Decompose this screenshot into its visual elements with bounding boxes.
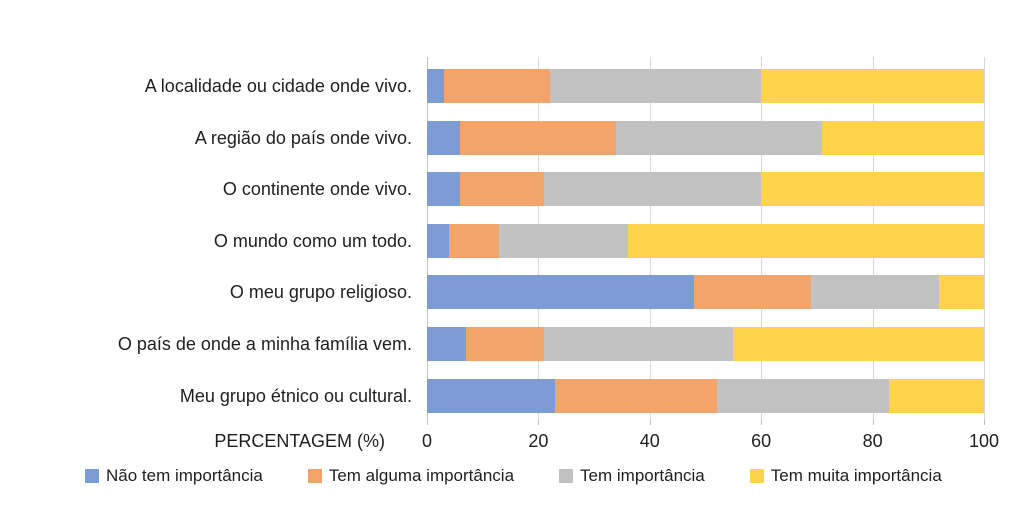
bar-segment [443, 69, 550, 103]
x-tick-label: 80 [862, 431, 883, 451]
bar-segment [761, 69, 984, 103]
bar-segment [555, 378, 717, 413]
category-label: A localidade ou cidade onde vivo. [144, 76, 412, 96]
x-tick-label: 0 [421, 431, 432, 451]
category-label: O mundo como um todo. [213, 230, 412, 251]
bar-row [427, 275, 984, 310]
bar-segment [822, 120, 984, 155]
bar-segment [427, 275, 695, 310]
legend-swatch-icon [559, 469, 574, 483]
bar-segment [427, 172, 461, 207]
legend-swatch-icon [307, 469, 322, 483]
bar-row [427, 172, 984, 207]
legend-label: Tem alguma importância [328, 466, 515, 485]
plot-area [427, 57, 985, 425]
axis-tick-mark [984, 420, 985, 425]
x-tick-label: 20 [528, 431, 549, 451]
bar-segment [549, 69, 762, 103]
bar-segment [427, 69, 444, 103]
category-label: O meu grupo religioso. [229, 282, 412, 303]
bar-segment [427, 327, 466, 361]
bar-segment [811, 275, 940, 310]
legend-swatch-icon [85, 469, 99, 483]
bar-segment [499, 223, 628, 258]
bar-segment [543, 172, 762, 207]
axis-tick-mark [761, 420, 763, 425]
bar-segment [427, 223, 450, 258]
category-label: O continente onde vivo. [222, 179, 412, 200]
axis-tick-mark [538, 420, 540, 425]
category-labels: A localidade ou cidade onde vivo. A regiã… [0, 0, 412, 420]
legend-label: Tem muita importância [770, 466, 942, 485]
x-axis-title: PERCENTAGEM (%) [214, 431, 385, 451]
bar-row [427, 327, 984, 361]
axis-tick-mark [427, 420, 428, 425]
bar-segment [733, 327, 984, 361]
legend: Não tem importância Tem alguma importânci… [85, 466, 942, 486]
bar-segment [616, 120, 823, 155]
legend-item: Tem alguma importância [307, 466, 515, 486]
legend-label: Não tem importância [106, 466, 263, 485]
bar-row [427, 378, 984, 413]
bar-segment [465, 327, 544, 361]
x-tick-label: 40 [639, 431, 660, 451]
bar-segment [694, 275, 812, 310]
category-label: Meu grupo étnico ou cultural. [179, 385, 412, 406]
bar-row [427, 223, 984, 258]
x-tick-label: 60 [751, 431, 772, 451]
bar-row [427, 120, 984, 155]
bar-segment [627, 223, 984, 258]
bar-segment [427, 378, 556, 413]
bar-segment [939, 275, 984, 310]
category-label: O país de onde a minha família vem. [117, 334, 412, 354]
bar-row [427, 69, 984, 103]
bar-segment [716, 378, 890, 413]
axis-tick-mark [649, 420, 651, 425]
x-tick-label: 100 [968, 431, 1000, 451]
axis-tick-mark [872, 420, 874, 425]
legend-swatch-icon [749, 469, 764, 483]
bar-segment [761, 172, 984, 207]
legend-item: Tem importância [559, 466, 705, 486]
bar-segment [460, 120, 617, 155]
category-label: A região do país onde vivo. [194, 127, 412, 148]
gridline [984, 57, 985, 420]
legend-item: Tem muita importância [749, 466, 942, 486]
bar-segment [460, 172, 544, 207]
bar-segment [449, 223, 500, 258]
bar-segment [543, 327, 734, 361]
bar-segment [427, 120, 461, 155]
legend-item: Não tem importância [85, 466, 263, 486]
bar-segment [889, 378, 984, 413]
legend-label: Tem importância [580, 466, 705, 485]
